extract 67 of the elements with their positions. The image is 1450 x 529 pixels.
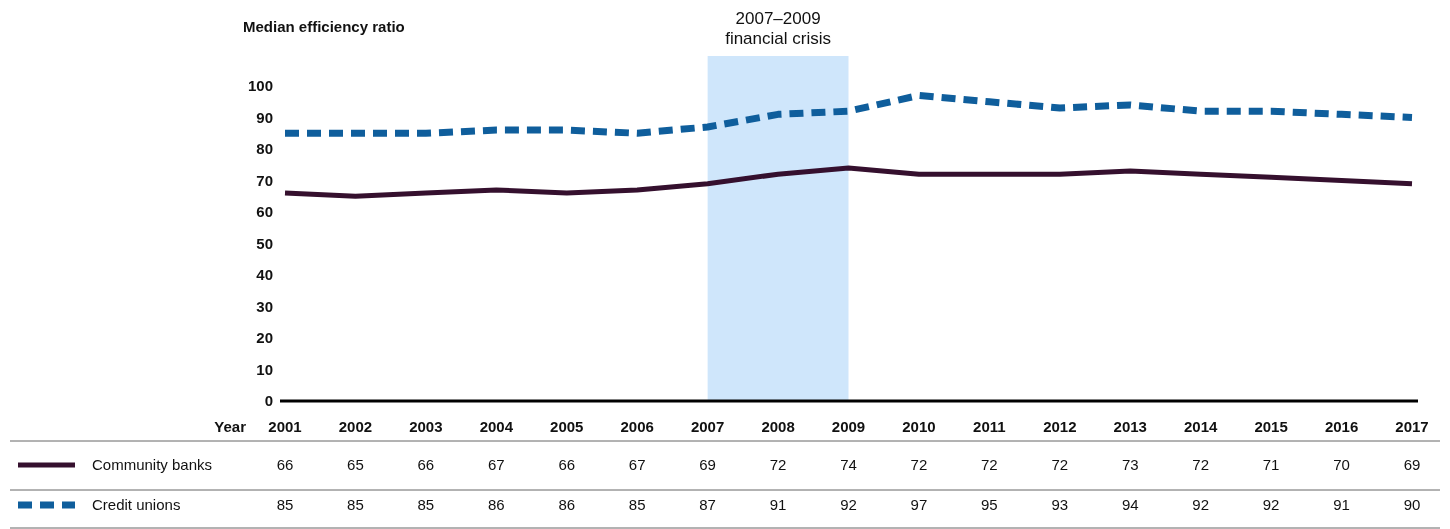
y-tick-label: 10 [256, 360, 273, 378]
data-label: 87 [699, 496, 716, 513]
y-tick-label: 30 [256, 297, 273, 315]
data-label: 85 [347, 496, 364, 513]
y-tick-label: 60 [256, 203, 273, 220]
x-tick-label: 2010 [902, 418, 936, 435]
x-tick-label: 2001 [268, 418, 302, 435]
data-label: 85 [417, 496, 435, 513]
band-label: 2007–2009 financial crisis [725, 9, 831, 48]
data-label: 95 [981, 496, 998, 513]
y-axis-title: Median efficiency ratio [243, 18, 405, 35]
x-tick-label: 2004 [479, 418, 514, 435]
data-label: 67 [628, 456, 646, 473]
y-tick-label: 20 [256, 329, 273, 346]
legend-label: Community banks [92, 456, 213, 473]
y-tick-label: 50 [256, 234, 273, 252]
data-label: 92 [1192, 496, 1210, 513]
data-label: 72 [769, 456, 787, 473]
data-label: 67 [487, 456, 505, 473]
x-axis-title: Year [214, 418, 247, 435]
x-tick-label: 2003 [409, 418, 443, 435]
y-tick-label: 80 [256, 140, 273, 157]
x-tick-label: 2013 [1113, 418, 1147, 435]
data-label: 97 [910, 496, 928, 513]
data-label: 74 [840, 456, 857, 473]
data-label: 70 [1333, 456, 1350, 473]
data-label: 65 [347, 456, 364, 473]
x-tick-label: 2017 [1395, 418, 1429, 435]
x-tick-label: 2008 [761, 418, 795, 435]
y-tick-label: 90 [256, 108, 273, 126]
data-label: 72 [1192, 456, 1210, 473]
x-tick-label: 2015 [1254, 418, 1288, 435]
data-label: 71 [1262, 456, 1280, 473]
x-tick-label: 2006 [620, 418, 654, 435]
y-tick-label: 100 [247, 77, 273, 94]
data-label: 85 [276, 496, 294, 513]
data-label: 92 [840, 496, 857, 513]
data-label: 73 [1121, 456, 1139, 473]
data-label: 66 [417, 456, 435, 473]
legend-label: Credit unions [92, 496, 181, 513]
data-label: 66 [276, 456, 294, 473]
data-label: 91 [1333, 496, 1350, 513]
data-label: 90 [1403, 496, 1421, 513]
data-label: 86 [558, 496, 576, 513]
data-label: 69 [699, 456, 716, 473]
y-tick-label: 40 [256, 266, 273, 283]
data-label: 93 [1051, 496, 1069, 513]
x-tick-label: 2002 [338, 418, 373, 435]
data-label: 91 [769, 496, 787, 513]
x-tick-label: 2011 [973, 418, 1006, 435]
x-tick-label: 2005 [550, 418, 584, 435]
x-tick-label: 2007 [690, 418, 725, 435]
x-tick-label: 2016 [1324, 418, 1359, 435]
y-tick-label: 0 [264, 392, 273, 409]
x-tick-label: 2014 [1184, 418, 1219, 435]
y-tick-label: 70 [256, 171, 273, 189]
data-label: 72 [1051, 456, 1069, 473]
data-label: 69 [1403, 456, 1421, 473]
data-label: 66 [558, 456, 576, 473]
data-label: 86 [487, 496, 505, 513]
data-label: 72 [910, 456, 928, 473]
x-tick-label: 2009 [831, 418, 866, 435]
data-label: 72 [981, 456, 998, 473]
x-tick-label: 2012 [1043, 418, 1077, 435]
data-label: 94 [1121, 496, 1139, 513]
data-label: 92 [1262, 496, 1280, 513]
data-label: 85 [628, 496, 646, 513]
